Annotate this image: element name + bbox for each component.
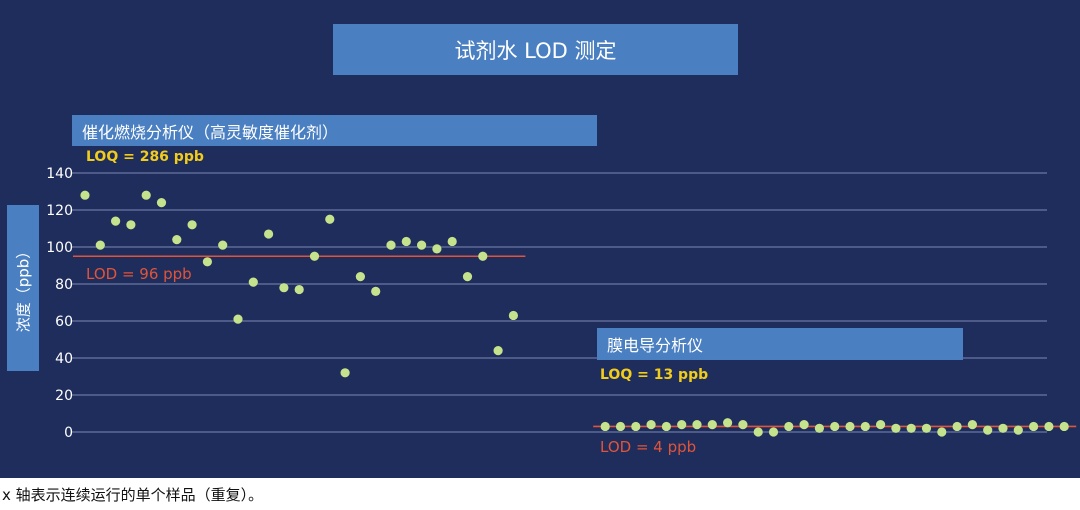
data-point [646, 420, 656, 430]
data-point [967, 420, 978, 430]
data-point [845, 421, 855, 432]
data-point [325, 214, 335, 224]
data-point [126, 220, 136, 230]
data-point [95, 240, 105, 250]
data-point [753, 427, 763, 437]
data-point [432, 244, 442, 254]
data-point [294, 284, 304, 295]
data-point [723, 418, 733, 428]
y-tick-label: 80 [55, 277, 73, 293]
data-point [371, 286, 381, 296]
data-point [111, 216, 121, 226]
data-point [631, 421, 641, 432]
y-tick-label: 140 [46, 166, 73, 182]
instrument-1-loq: LOQ = 286 ppb [86, 149, 204, 165]
data-point [860, 421, 870, 432]
y-tick-labels: 0 20 40 60 80 100 120 140 [46, 166, 73, 441]
data-point [1059, 421, 1069, 432]
data-point [1029, 421, 1039, 432]
data-point [937, 427, 947, 437]
data-point [707, 420, 717, 430]
data-point [615, 421, 626, 432]
data-point [478, 251, 488, 261]
data-point [508, 310, 518, 321]
data-point [462, 272, 473, 282]
data-point [891, 423, 901, 433]
data-point [309, 251, 320, 261]
data-point [248, 277, 258, 287]
data-point [1013, 425, 1023, 435]
instrument-2-lod: LOD = 4 ppb [600, 438, 697, 456]
scatter-chart: 0 20 40 60 80 100 120 140 [46, 166, 1077, 441]
data-point [264, 229, 274, 239]
chart-title: 试剂水 LOD 测定 [333, 24, 738, 75]
y-tick-label: 20 [55, 388, 73, 404]
instrument-2-label: 膜电导分析仪 [597, 328, 963, 360]
data-point [1044, 421, 1054, 432]
data-point [340, 368, 350, 378]
data-point [417, 240, 427, 250]
slide-background: 0 20 40 60 80 100 120 140 试剂水 LOD 测定 催化燃烧分析仪（高灵… [0, 0, 1080, 478]
instrument-2-loq: LOQ = 13 ppb [600, 367, 709, 383]
data-point [799, 420, 809, 430]
data-point [677, 420, 687, 430]
data-point [355, 272, 365, 282]
data-point [156, 198, 167, 208]
data-point [830, 421, 840, 432]
data-point [600, 421, 610, 432]
data-point [447, 236, 457, 247]
data-point [141, 190, 151, 200]
data-point [386, 240, 396, 250]
data-point [692, 420, 702, 430]
y-tick-label: 0 [64, 425, 73, 441]
data-point [661, 421, 672, 432]
data-point [952, 421, 962, 432]
data-point [202, 257, 212, 267]
data-point [279, 283, 289, 293]
data-point [768, 427, 779, 437]
caption: x 轴表示连续运行的单个样品（重复）。 [2, 486, 264, 504]
y-axis-label-box [7, 205, 39, 371]
data-point [187, 220, 197, 230]
data-point [983, 425, 993, 435]
data-point [80, 190, 90, 200]
data-point [218, 240, 228, 250]
y-tick-label: 60 [55, 314, 73, 330]
data-point [814, 423, 825, 433]
gridlines [72, 172, 1047, 433]
y-tick-label: 40 [55, 351, 73, 367]
y-axis-label: 浓度（ppb） [14, 243, 33, 333]
data-point [998, 423, 1008, 433]
instrument-1-label: 催化燃烧分析仪（高灵敏度催化剂） [72, 115, 597, 146]
data-point [876, 420, 886, 430]
data-point [738, 420, 748, 430]
data-points [80, 190, 1069, 437]
data-point [906, 423, 916, 433]
data-point [233, 314, 243, 324]
data-point [493, 346, 503, 356]
data-point [401, 236, 411, 247]
data-point [784, 421, 794, 432]
y-tick-label: 120 [46, 203, 73, 219]
data-point [172, 235, 182, 245]
instrument-1-lod: LOD = 96 ppb [86, 265, 192, 283]
y-tick-label: 100 [46, 240, 73, 256]
data-point [921, 423, 932, 433]
